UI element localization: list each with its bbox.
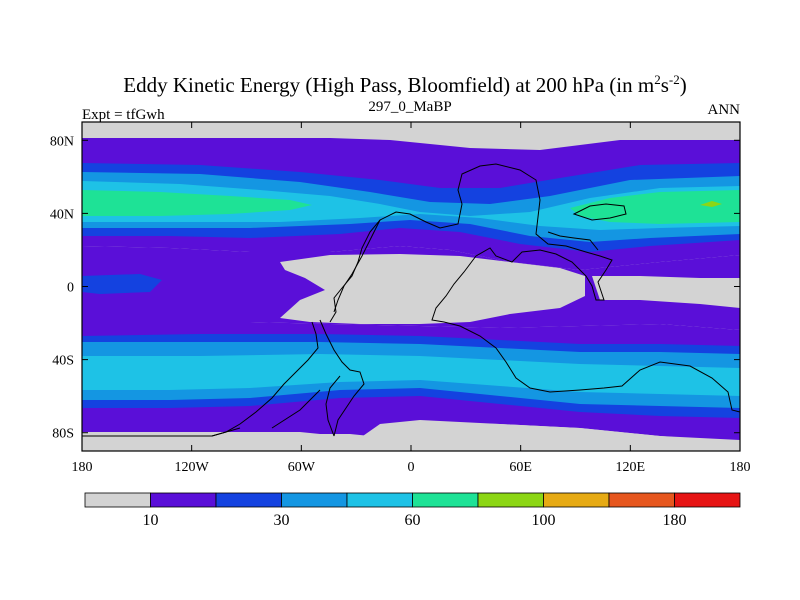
lat-tick-label: 40N (50, 207, 74, 222)
colorbar: 10 30 60 100 180 (84, 492, 741, 529)
contour-tropical-gray (280, 254, 585, 324)
lat-tick-label: 80N (50, 134, 74, 149)
colorbar-label: 100 (532, 512, 556, 529)
contour-atlantic-blue (82, 274, 162, 294)
outline-north-america (333, 219, 381, 313)
contour-fill (82, 122, 740, 451)
contour-level-4-south (82, 354, 740, 396)
map-plot: 180 120W 60W 0 60E 120E 180 80N 40N 0 40S 80S (50, 121, 751, 475)
figure-title: Eddy Kinetic Energy (High Pass, Bloomfie… (123, 72, 687, 97)
outline-africa-eurasia (329, 163, 740, 413)
colorbar-box (608, 492, 675, 508)
lat-tick-label: 0 (67, 281, 74, 296)
colorbar-box (281, 492, 348, 508)
lon-tick-label: 60W (288, 460, 316, 475)
contour-level-5-north-west (82, 190, 312, 216)
colorbar-label: 60 (405, 512, 421, 529)
colorbar-box (543, 492, 610, 508)
outline-east-asia (547, 203, 627, 251)
contour-level-6-north-east (700, 201, 722, 207)
lon-tick-label: 120E (616, 460, 646, 475)
subtitle-right: ANN (708, 102, 741, 118)
colorbar-box (84, 492, 151, 508)
colorbar-box (477, 492, 544, 508)
subtitle-center: 297_0_MaBP (368, 99, 451, 115)
contour-level-4-north (82, 181, 740, 230)
colorbar-box (412, 492, 479, 508)
subtitle-left: Expt = tfGwh (82, 107, 165, 123)
lat-tick-label: 40S (52, 354, 74, 369)
lon-tick-label: 120W (175, 460, 210, 475)
outline-south-america (211, 319, 365, 437)
colorbar-label: 10 (143, 512, 159, 529)
lon-tick-label: 0 (408, 460, 415, 475)
colorbar-box (215, 492, 282, 508)
colorbar-box (674, 492, 741, 508)
colorbar-label: 180 (663, 512, 687, 529)
lon-tick-label: 180 (72, 460, 93, 475)
contour-indian-gray (592, 276, 740, 308)
axis-ticks: 180 120W 60W 0 60E 120E 180 80N 40N 0 40S 80S (50, 122, 751, 475)
continent-outlines (82, 163, 740, 437)
lon-tick-label: 180 (730, 460, 751, 475)
colorbar-box (346, 492, 413, 508)
lat-tick-label: 80S (52, 427, 74, 442)
contour-antarctic-gray (82, 422, 740, 451)
colorbar-label: 30 (274, 512, 290, 529)
contour-level-5-north-east (570, 190, 740, 224)
outline-antarctic-rim (82, 389, 321, 437)
colorbar-box (150, 492, 217, 508)
lon-tick-label: 60E (509, 460, 532, 475)
